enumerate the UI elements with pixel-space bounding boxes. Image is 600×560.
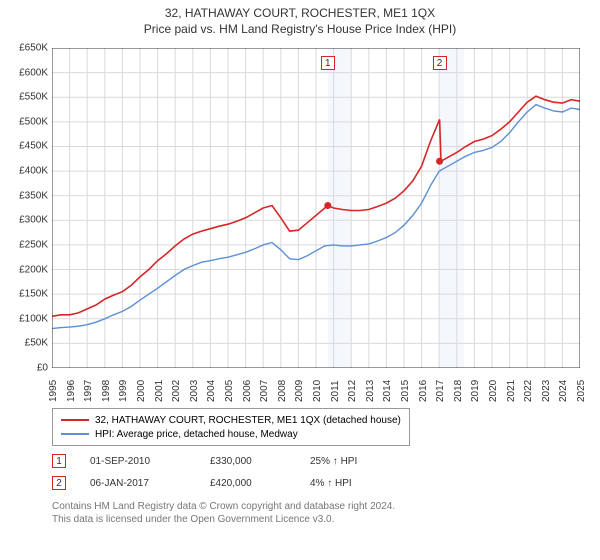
x-tick-label: 1995 [48, 380, 59, 402]
x-tick-label: 2009 [294, 380, 305, 402]
attribution: Contains HM Land Registry data © Crown c… [52, 500, 395, 526]
x-tick-label: 2011 [330, 380, 341, 402]
sales-table: 1 01-SEP-2010 £330,000 25% ↑ HPI 2 06-JA… [52, 450, 430, 494]
x-tick-label: 1997 [83, 380, 94, 402]
y-tick-label: £550K [19, 92, 48, 103]
legend-item-hpi: HPI: Average price, detached house, Medw… [61, 427, 401, 441]
legend-swatch [61, 419, 89, 421]
x-tick-label: 2020 [488, 380, 499, 402]
sale-date: 01-SEP-2010 [90, 456, 210, 467]
title-subtitle: Price paid vs. HM Land Registry's House … [0, 22, 600, 36]
sale-marker: 1 [52, 454, 66, 468]
sale-delta: 25% ↑ HPI [310, 456, 430, 467]
x-tick-label: 2016 [418, 380, 429, 402]
x-tick-label: 2004 [206, 380, 217, 402]
attribution-line: This data is licensed under the Open Gov… [52, 513, 395, 526]
x-tick-label: 2018 [453, 380, 464, 402]
y-tick-label: £500K [19, 116, 48, 127]
sale-date: 06-JAN-2017 [90, 478, 210, 489]
x-tick-label: 2010 [312, 380, 323, 402]
x-tick-label: 2015 [400, 380, 411, 402]
y-tick-label: £650K [19, 43, 48, 54]
line-chart [52, 48, 580, 368]
title-block: 32, HATHAWAY COURT, ROCHESTER, ME1 1QX P… [0, 0, 600, 36]
legend-swatch [61, 433, 89, 435]
legend-item-price-paid: 32, HATHAWAY COURT, ROCHESTER, ME1 1QX (… [61, 413, 401, 427]
x-tick-label: 2013 [365, 380, 376, 402]
y-tick-label: £400K [19, 166, 48, 177]
y-tick-label: £50K [25, 338, 48, 349]
x-tick-label: 2024 [558, 380, 569, 402]
x-tick-label: 2006 [242, 380, 253, 402]
sale-delta: 4% ↑ HPI [310, 478, 430, 489]
sale-marker: 2 [52, 476, 66, 490]
chart-container: 32, HATHAWAY COURT, ROCHESTER, ME1 1QX P… [0, 0, 600, 560]
x-tick-label: 2014 [382, 380, 393, 402]
x-tick-label: 2000 [136, 380, 147, 402]
y-tick-label: £250K [19, 239, 48, 250]
chart-area: £0£50K£100K£150K£200K£250K£300K£350K£400… [52, 48, 580, 368]
x-tick-label: 2025 [576, 380, 587, 402]
x-tick-label: 1999 [118, 380, 129, 402]
chart-sale-marker: 2 [433, 56, 447, 70]
x-tick-label: 2008 [277, 380, 288, 402]
sale-row-1: 1 01-SEP-2010 £330,000 25% ↑ HPI [52, 450, 430, 472]
sale-price: £420,000 [210, 478, 310, 489]
title-address: 32, HATHAWAY COURT, ROCHESTER, ME1 1QX [0, 6, 600, 20]
x-tick-label: 2017 [435, 380, 446, 402]
x-tick-label: 2003 [189, 380, 200, 402]
x-tick-label: 2022 [523, 380, 534, 402]
x-tick-label: 1998 [101, 380, 112, 402]
y-tick-label: £600K [19, 67, 48, 78]
attribution-line: Contains HM Land Registry data © Crown c… [52, 500, 395, 513]
x-tick-label: 2005 [224, 380, 235, 402]
sale-row-2: 2 06-JAN-2017 £420,000 4% ↑ HPI [52, 472, 430, 494]
y-tick-label: £200K [19, 264, 48, 275]
sale-price: £330,000 [210, 456, 310, 467]
chart-sale-marker: 1 [321, 56, 335, 70]
y-tick-label: £350K [19, 190, 48, 201]
y-tick-label: £100K [19, 313, 48, 324]
x-tick-label: 2001 [154, 380, 165, 402]
x-tick-label: 2002 [171, 380, 182, 402]
x-tick-label: 1996 [66, 380, 77, 402]
y-tick-label: £150K [19, 289, 48, 300]
y-tick-label: £450K [19, 141, 48, 152]
y-tick-label: £300K [19, 215, 48, 226]
x-tick-label: 2007 [259, 380, 270, 402]
legend: 32, HATHAWAY COURT, ROCHESTER, ME1 1QX (… [52, 408, 410, 446]
x-tick-label: 2012 [347, 380, 358, 402]
y-tick-label: £0 [37, 363, 48, 374]
x-tick-label: 2019 [470, 380, 481, 402]
x-tick-label: 2021 [506, 380, 517, 402]
legend-label: HPI: Average price, detached house, Medw… [95, 429, 298, 440]
x-tick-label: 2023 [541, 380, 552, 402]
legend-label: 32, HATHAWAY COURT, ROCHESTER, ME1 1QX (… [95, 415, 401, 426]
